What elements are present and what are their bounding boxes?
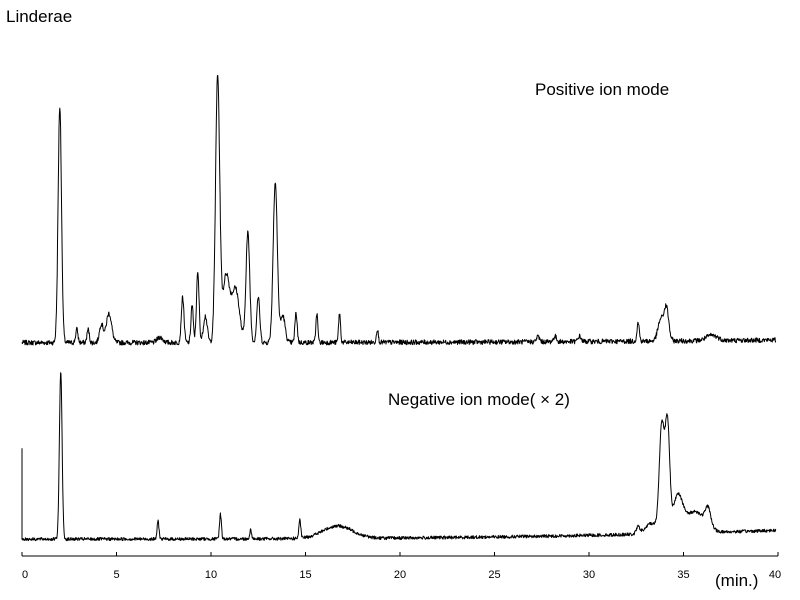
x-tick-label: 25 xyxy=(488,569,500,581)
x-tick-label: 20 xyxy=(394,569,406,581)
x-axis-label: (min.) xyxy=(715,571,758,590)
chart-title: Linderae xyxy=(6,7,72,26)
x-axis-ticks: 0 5 10 15 20 25 30 35 40 xyxy=(21,552,781,581)
x-tick-label: 30 xyxy=(583,569,595,581)
x-tick-label: 40 xyxy=(769,569,781,581)
negative-ion-trace xyxy=(21,372,777,542)
series-label-positive: Positive ion mode xyxy=(535,80,669,99)
x-tick-label: 0 xyxy=(22,569,28,581)
positive-ion-trace xyxy=(21,75,777,346)
x-tick-label: 5 xyxy=(113,569,119,581)
series-label-negative: Negative ion mode( × 2) xyxy=(388,390,570,409)
x-tick-label: 10 xyxy=(205,569,217,581)
x-tick-label: 15 xyxy=(299,569,311,581)
x-tick-label: 35 xyxy=(677,569,689,581)
